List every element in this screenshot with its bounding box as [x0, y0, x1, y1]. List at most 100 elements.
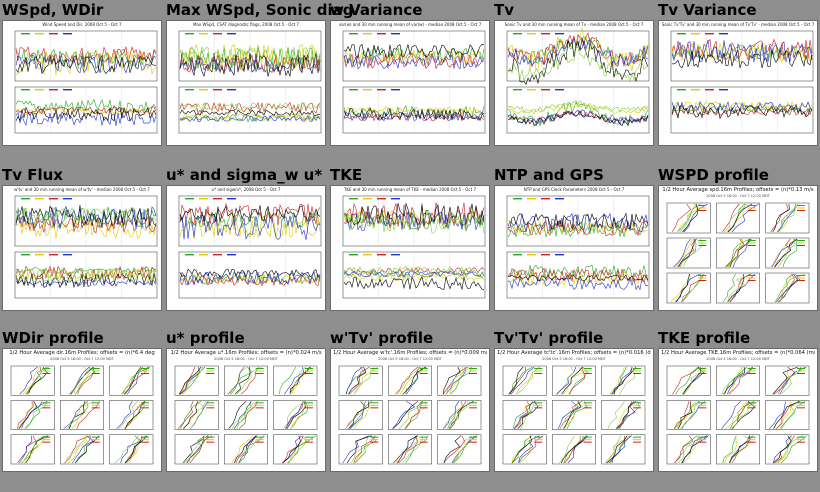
series-line	[671, 107, 813, 116]
profile-line	[181, 366, 204, 395]
legend-swatch	[633, 436, 641, 438]
legend-swatch	[213, 89, 222, 91]
plot-cell: Tv'Tv' profile 1/2 Hour Average tc'tc'.16…	[494, 328, 654, 474]
profile-line	[121, 366, 144, 395]
profile-line	[673, 401, 690, 429]
plot-image	[506, 195, 650, 299]
profile-line	[780, 366, 805, 395]
plot-subtitle: 1/2 Hour Average TKE.16m Profiles; offse…	[661, 350, 815, 356]
profile-line	[679, 238, 697, 268]
profile-line	[682, 203, 699, 233]
legend-swatch	[555, 89, 564, 91]
profile-line	[781, 401, 799, 429]
plot-date-range: 2008 Oct 5 18:00 - Oct 7 12:00 MDT	[378, 357, 442, 361]
plot-thumbnail[interactable]: Max WSpd, CSAT diagnostic flags, 2008 Oc…	[166, 20, 326, 146]
series-line	[15, 45, 157, 64]
legend-swatch	[555, 33, 564, 35]
plot-thumbnail[interactable]: w'tv' and 30 min running mean of w'tv' -…	[2, 185, 162, 311]
legend-swatch	[583, 439, 592, 441]
legend-swatch	[583, 404, 592, 406]
series-line	[179, 216, 321, 240]
legend-swatch	[698, 402, 707, 404]
profile-line	[517, 401, 539, 429]
legend-swatch	[141, 370, 149, 372]
profile-line	[515, 366, 540, 395]
profile-line	[177, 401, 194, 429]
profile-line	[282, 435, 301, 464]
legend-swatch	[305, 407, 313, 409]
profile-line	[679, 203, 697, 233]
profile-line	[402, 366, 426, 395]
legend-swatch	[541, 33, 550, 35]
legend-swatch	[377, 33, 386, 35]
plot-cell: u* and sigma_w u* u* and sigw/u*, 2008 Oc…	[166, 165, 326, 313]
series-line	[343, 107, 485, 122]
plot-thumbnail[interactable]: 1/2 Hour Average w'tc'.16m Profiles; off…	[330, 348, 490, 472]
legend-swatch	[42, 404, 51, 406]
profile-line	[675, 273, 700, 303]
legend-swatch	[469, 404, 477, 406]
plot-title: Tv Variance	[658, 1, 757, 19]
legend-swatch	[527, 198, 536, 200]
legend-swatch	[698, 242, 707, 244]
plot-thumbnail[interactable]: u* and sigw/u*, 2008 Oct 5 - Oct 7	[166, 185, 326, 311]
plot-thumbnail[interactable]: 1/2 Hour Average spd.16m Profiles; offse…	[658, 185, 818, 311]
plot-thumbnail[interactable]: Wind Speed and Dir, 2008 Oct 5 - Oct 7	[2, 20, 162, 146]
profile-line	[284, 366, 305, 395]
profile-line	[285, 401, 304, 429]
profile-line	[348, 366, 370, 395]
plot-title: w Variance	[330, 1, 423, 19]
profile-line	[124, 435, 148, 464]
profile-line	[353, 366, 378, 395]
plot-thumbnail[interactable]: 1/2 Hour Average TKE.16m Profiles; offse…	[658, 348, 818, 472]
legend-swatch	[370, 407, 379, 409]
profile-line	[678, 238, 695, 268]
profile-line	[118, 401, 138, 429]
legend-swatch	[469, 370, 477, 372]
legend-swatch	[633, 402, 641, 404]
plot-image	[666, 365, 810, 465]
plot-subtitle: 1/2 Hour Average w'tc'.16m Profiles; off…	[333, 350, 487, 356]
legend-swatch	[42, 373, 51, 374]
profile-line	[725, 401, 747, 429]
plot-thumbnail[interactable]: Sonic Tv'Tv' and 30 min running mean of …	[658, 20, 818, 146]
plot-thumbnail[interactable]: 1/2 Hour Average dir.16m Profiles; offse…	[2, 348, 162, 472]
series-line	[179, 115, 321, 122]
profile-line	[729, 273, 755, 303]
legend-swatch	[797, 240, 805, 241]
legend-swatch	[370, 439, 379, 441]
profile-panel	[174, 434, 219, 465]
legend-swatch	[747, 441, 756, 443]
legend-swatch	[305, 441, 313, 443]
series-line	[15, 265, 157, 281]
profile-line	[124, 366, 142, 395]
profile-line	[607, 401, 625, 429]
plot-thumbnail[interactable]: var(w) and 30 min running mean of var(w)…	[330, 20, 490, 146]
plot-thumbnail[interactable]: 1/2 Hour Average tc'tc'.16m Profiles; of…	[494, 348, 654, 472]
plot-thumbnail[interactable]: NTP and GPS Clock Parameters 2008 Oct 5 …	[494, 185, 654, 311]
plot-thumbnail[interactable]: 1/2 Hour Average u*.16m Profiles; offset…	[166, 348, 326, 472]
plot-title: Tv'Tv' profile	[494, 329, 604, 347]
legend-swatch	[797, 436, 805, 438]
profile-line	[681, 435, 709, 464]
legend-swatch	[469, 407, 477, 409]
plot-subtitle: TKE and 30 min running mean of TKE - med…	[343, 187, 477, 192]
legend-swatch	[91, 441, 100, 443]
legend-swatch	[42, 441, 51, 443]
plot-subtitle: NTP and GPS Clock Parameters 2008 Oct 5 …	[523, 187, 625, 192]
profile-line	[26, 366, 48, 395]
profile-line	[508, 366, 524, 395]
profile-line	[773, 401, 800, 429]
profile-line	[349, 401, 373, 429]
series-line	[507, 277, 648, 291]
plot-thumbnail[interactable]: TKE and 30 min running mean of TKE - med…	[330, 185, 490, 311]
series-line	[343, 275, 485, 290]
profile-line	[289, 366, 311, 395]
legend-swatch	[747, 245, 756, 246]
profile-line	[124, 401, 145, 429]
plot-thumbnail[interactable]: Sonic Tv and 30 min running mean of Tv -…	[494, 20, 654, 146]
plot-subtitle: 1/2 Hour Average tc'tc'.16m Profiles; of…	[497, 350, 651, 356]
series-line	[507, 110, 649, 127]
plot-image	[342, 195, 486, 299]
profile-line	[731, 203, 759, 233]
